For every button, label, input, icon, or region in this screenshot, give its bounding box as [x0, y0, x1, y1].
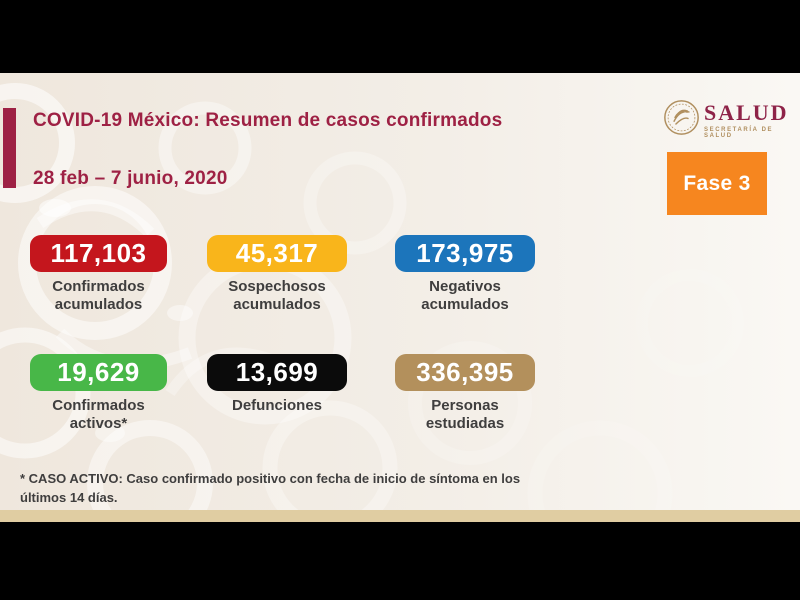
stat-label: Sospechosos acumulados [228, 278, 326, 314]
stat-value: 19,629 [30, 354, 167, 391]
stat-sospechosos-acumulados: 45,317 Sospechosos acumulados [207, 235, 347, 315]
stat-confirmados-acumulados: 117,103 Confirmados acumulados [30, 235, 167, 315]
stat-defunciones: 13,699 Defunciones [207, 354, 347, 415]
slide-canvas: COVID-19 México: Resumen de casos confir… [0, 73, 800, 510]
salud-logo: SALUD SECRETARÍA DE SALUD [663, 99, 800, 139]
stat-label: Negativos acumulados [421, 278, 509, 314]
accent-bar [3, 108, 16, 188]
phase-label: Fase 3 [683, 171, 751, 195]
stat-negativos-acumulados: 173,975 Negativos acumulados [395, 235, 535, 315]
salud-eagle-icon [664, 100, 699, 135]
stat-label: Confirmados activos* [52, 397, 145, 433]
stat-personas-estudiadas: 336,395 Personas estudiadas [395, 354, 535, 434]
stat-label: Confirmados acumulados [52, 278, 145, 314]
footnote-caso-activo: * CASO ACTIVO: Caso confirmado positivo … [20, 471, 521, 505]
stat-confirmados-activos: 19,629 Confirmados activos* [30, 354, 167, 434]
salud-subtitle: SECRETARÍA DE SALUD [704, 127, 774, 139]
background-swirl-pattern [0, 83, 744, 510]
stat-value: 45,317 [207, 235, 347, 272]
stat-value: 117,103 [30, 235, 167, 272]
bottom-tan-strip [0, 510, 800, 522]
stat-value: 173,975 [395, 235, 535, 272]
stat-value: 13,699 [207, 354, 347, 391]
stat-label: Defunciones [231, 397, 322, 414]
stat-value: 336,395 [395, 354, 535, 391]
date-range: 28 feb – 7 junio, 2020 [33, 168, 228, 189]
page-title: COVID-19 México: Resumen de casos confir… [33, 110, 503, 131]
stat-label: Personas estudiadas [425, 397, 505, 433]
salud-wordmark: SALUD [704, 100, 789, 125]
phase-badge: Fase 3 [667, 152, 767, 215]
